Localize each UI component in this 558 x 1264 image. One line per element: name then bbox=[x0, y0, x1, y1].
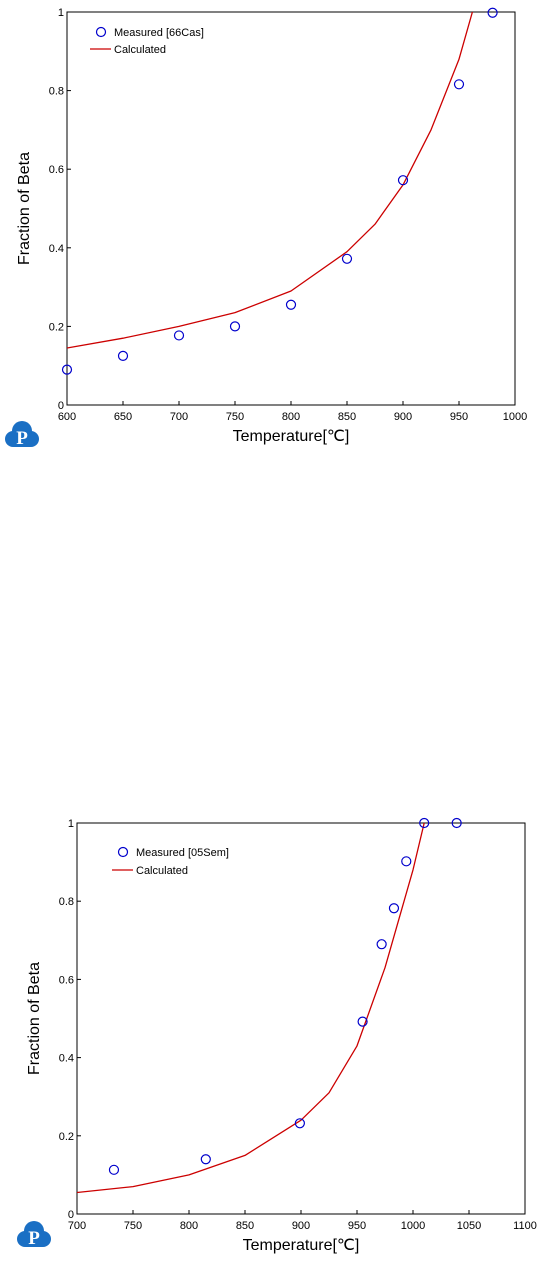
x-tick-label: 900 bbox=[292, 1220, 310, 1232]
x-tick-label: 750 bbox=[226, 411, 244, 423]
logo-letter: P bbox=[28, 1228, 40, 1249]
legend-label-calculated: Calculated bbox=[136, 865, 188, 877]
plot-frame bbox=[76, 822, 526, 1215]
calculated-line bbox=[77, 823, 425, 1194]
chart-1-svg: 600 650 700 750 800 850 900 950 1000 0 0.2 0.4 0.6 0.… bbox=[5, 7, 527, 449]
x-tick-label: 850 bbox=[236, 1220, 254, 1232]
chart-1: 600 650 700 750 800 850 900 950 1000 0 0.2 0.4 0.6 0.… bbox=[0, 0, 558, 460]
logo-icon: P bbox=[5, 421, 39, 449]
y-tick-label: 0.8 bbox=[59, 896, 74, 908]
legend-marker-measured bbox=[117, 846, 129, 858]
calculated-line bbox=[67, 12, 474, 349]
x-tick-label: 950 bbox=[348, 1220, 366, 1232]
measured-point bbox=[451, 817, 462, 829]
logo-icon: P bbox=[17, 1221, 51, 1249]
chart-2: 700 750 800 850 900 950 1000 1050 1100 0 0.2 0.4 0.6… bbox=[0, 810, 558, 1264]
y-tick-label: 0.4 bbox=[49, 243, 64, 255]
plot-area bbox=[67, 12, 474, 349]
measured-point bbox=[453, 79, 465, 90]
measured-point bbox=[61, 364, 73, 375]
x-tick-label: 1100 bbox=[513, 1220, 537, 1232]
y-tick-label: 0.6 bbox=[49, 164, 64, 176]
plot-area bbox=[77, 823, 425, 1194]
x-tick-label: 700 bbox=[170, 411, 188, 423]
x-tick-label: 850 bbox=[338, 411, 356, 423]
x-tick-label: 700 bbox=[68, 1220, 86, 1232]
y-tick-label: 0.2 bbox=[59, 1131, 74, 1143]
y-tick-label: 0.8 bbox=[49, 86, 64, 98]
x-tick-label: 1000 bbox=[401, 1220, 425, 1232]
measured-point bbox=[285, 299, 297, 310]
measured-point bbox=[200, 1154, 211, 1165]
x-tick-label: 800 bbox=[282, 411, 300, 423]
measured-point bbox=[341, 253, 353, 264]
y-axis-label: Fraction of Beta bbox=[16, 152, 33, 265]
measured-point bbox=[229, 321, 241, 332]
x-tick-label: 1000 bbox=[503, 411, 527, 423]
measured-point bbox=[419, 817, 430, 829]
measured-point bbox=[173, 330, 185, 341]
plot-frame bbox=[66, 11, 516, 406]
logo-cloud-part bbox=[11, 436, 33, 447]
y-tick-label: 0.2 bbox=[49, 321, 64, 333]
measured-point bbox=[117, 350, 129, 361]
measured-point bbox=[294, 1118, 305, 1129]
x-tick-label: 900 bbox=[394, 411, 412, 423]
x-tick-label: 600 bbox=[58, 411, 76, 423]
y-tick-label: 0 bbox=[58, 400, 64, 412]
measured-point bbox=[388, 903, 400, 914]
y-tick-label: 0.4 bbox=[59, 1053, 74, 1065]
measured-point bbox=[487, 7, 498, 18]
measured-point bbox=[401, 856, 412, 867]
measured-point bbox=[108, 1164, 120, 1175]
legend-label-measured: Measured [05Sem] bbox=[136, 847, 229, 859]
y-axis-label: Fraction of Beta bbox=[26, 962, 43, 1075]
logo-cloud-part bbox=[23, 1236, 45, 1247]
x-tick-label: 800 bbox=[180, 1220, 198, 1232]
x-tick-label: 950 bbox=[450, 411, 468, 423]
y-tick-label: 0.6 bbox=[59, 974, 74, 986]
legend-marker-measured bbox=[95, 26, 107, 38]
y-tick-label: 1 bbox=[58, 7, 64, 19]
x-axis-label: Temperature[℃] bbox=[243, 1237, 360, 1254]
logo-letter: P bbox=[16, 428, 28, 449]
chart-2-svg: 700 750 800 850 900 950 1000 1050 1100 0 0.2 0.4 0.6… bbox=[17, 817, 537, 1254]
measured-point bbox=[357, 1016, 368, 1027]
legend-label-measured: Measured [66Cas] bbox=[114, 27, 204, 39]
x-tick-label: 650 bbox=[114, 411, 132, 423]
x-tick-label: 750 bbox=[124, 1220, 142, 1232]
x-tick-label: 1050 bbox=[457, 1220, 481, 1232]
measured-point bbox=[376, 939, 387, 950]
y-tick-label: 1 bbox=[68, 818, 74, 830]
measured-point bbox=[397, 175, 409, 186]
x-axis-label: Temperature[℃] bbox=[233, 428, 350, 445]
y-tick-label: 0 bbox=[68, 1209, 74, 1221]
legend-label-calculated: Calculated bbox=[114, 44, 166, 56]
